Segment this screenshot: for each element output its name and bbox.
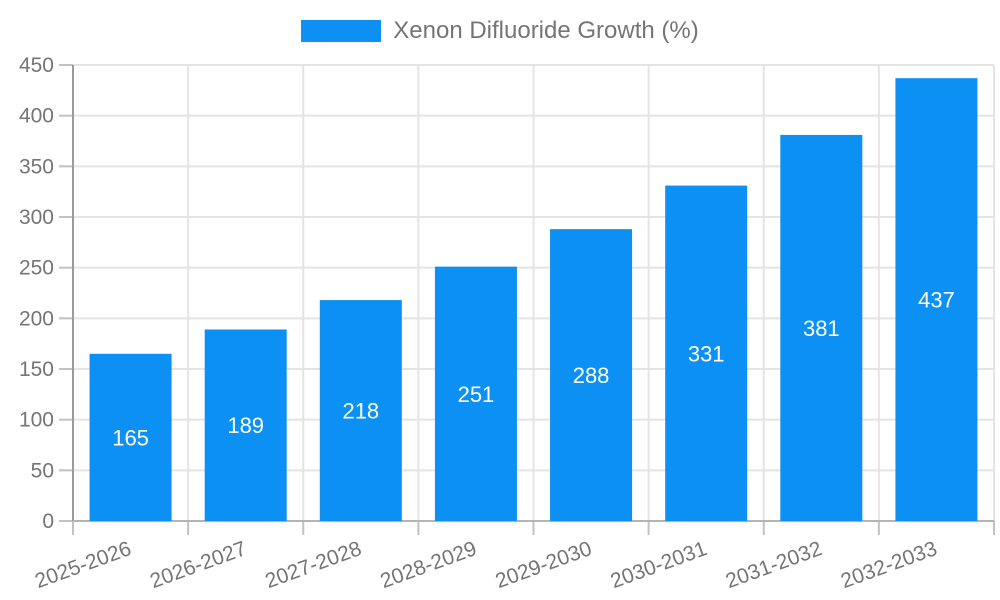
x-tick-label: 2031-2032 bbox=[723, 537, 825, 593]
bar[interactable] bbox=[434, 266, 517, 521]
bar[interactable] bbox=[319, 300, 402, 521]
bar-value-label: 165 bbox=[112, 425, 149, 450]
y-tick-label: 450 bbox=[19, 54, 54, 77]
bar-value-label: 437 bbox=[918, 288, 955, 313]
x-tick-label: 2029-2030 bbox=[493, 537, 595, 593]
x-tick-label: 2026-2027 bbox=[147, 537, 249, 593]
bar[interactable] bbox=[204, 329, 287, 521]
y-tick-label: 150 bbox=[19, 358, 54, 381]
y-tick-label: 250 bbox=[19, 257, 54, 280]
x-tick-label: 2030-2031 bbox=[608, 537, 710, 593]
y-tick-label: 100 bbox=[19, 409, 54, 432]
x-tick-label: 2027-2028 bbox=[262, 537, 364, 593]
y-tick-label: 0 bbox=[42, 510, 54, 533]
bar-value-label: 218 bbox=[342, 399, 379, 424]
x-tick-label: 2032-2033 bbox=[838, 537, 940, 593]
x-tick-label: 2025-2026 bbox=[32, 537, 134, 593]
y-tick-label: 200 bbox=[19, 307, 54, 330]
y-tick-label: 400 bbox=[19, 105, 54, 128]
bar[interactable] bbox=[895, 78, 978, 521]
y-tick-label: 300 bbox=[19, 206, 54, 229]
bar-value-label: 288 bbox=[573, 363, 610, 388]
bar[interactable] bbox=[665, 185, 748, 521]
bar-value-label: 331 bbox=[688, 341, 725, 366]
bar[interactable] bbox=[780, 134, 863, 522]
x-tick-label: 2028-2029 bbox=[377, 537, 479, 593]
y-tick-label: 50 bbox=[31, 459, 54, 482]
bar-value-label: 189 bbox=[227, 413, 264, 438]
bar-value-label: 381 bbox=[803, 316, 840, 341]
legend: Xenon Difluoride Growth (%) bbox=[0, 16, 1000, 46]
legend-label: Xenon Difluoride Growth (%) bbox=[393, 17, 699, 44]
y-tick-label: 350 bbox=[19, 155, 54, 178]
legend-swatch bbox=[301, 20, 382, 42]
bar-value-label: 251 bbox=[458, 382, 495, 407]
bar[interactable] bbox=[89, 353, 172, 521]
bar[interactable] bbox=[550, 229, 633, 521]
